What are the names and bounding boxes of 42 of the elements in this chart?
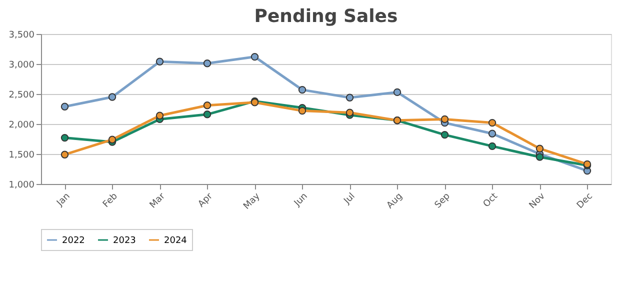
point (156, 58, 164, 66)
point (440, 130, 449, 139)
point (108, 93, 116, 101)
y-tick-label: 1,000 (8, 180, 35, 190)
point (298, 86, 306, 94)
x-tick-label: Oct (482, 191, 500, 210)
point (60, 102, 69, 110)
y-tick-label: 3,500 (8, 30, 35, 40)
legend-label: 2023 (113, 236, 136, 246)
point (250, 52, 259, 61)
point (60, 150, 69, 158)
point (536, 153, 544, 161)
point (393, 88, 402, 96)
point (156, 112, 164, 120)
y-tick-label: 1,500 (8, 150, 35, 160)
point (298, 106, 306, 115)
legend-label: 2022 (62, 236, 85, 246)
x-tick-label: Feb (101, 191, 120, 210)
point (203, 60, 212, 68)
y-tick-label: 2,000 (8, 120, 35, 130)
point (488, 142, 496, 150)
point (203, 110, 212, 118)
x-tick-label: Dec (575, 191, 595, 211)
point (346, 94, 354, 102)
point (108, 136, 116, 144)
point (346, 108, 354, 116)
chart-title: Pending Sales (254, 6, 398, 27)
x-tick-label: Jun (292, 192, 310, 210)
y-tick-label: 2,500 (8, 90, 35, 100)
y-tick-label: 3,000 (8, 60, 35, 70)
legend-label: 2024 (164, 236, 188, 246)
x-tick-label: Sep (433, 191, 453, 211)
point (536, 144, 544, 152)
point (488, 118, 496, 127)
x-tick-label: Jul (342, 192, 358, 207)
x-tick-label: Jan (54, 192, 72, 210)
x-tick-label: Apr (196, 191, 216, 210)
point (203, 102, 212, 110)
point (488, 130, 496, 138)
point (60, 134, 69, 142)
point (440, 115, 449, 124)
x-tick-label: Mar (148, 191, 168, 211)
